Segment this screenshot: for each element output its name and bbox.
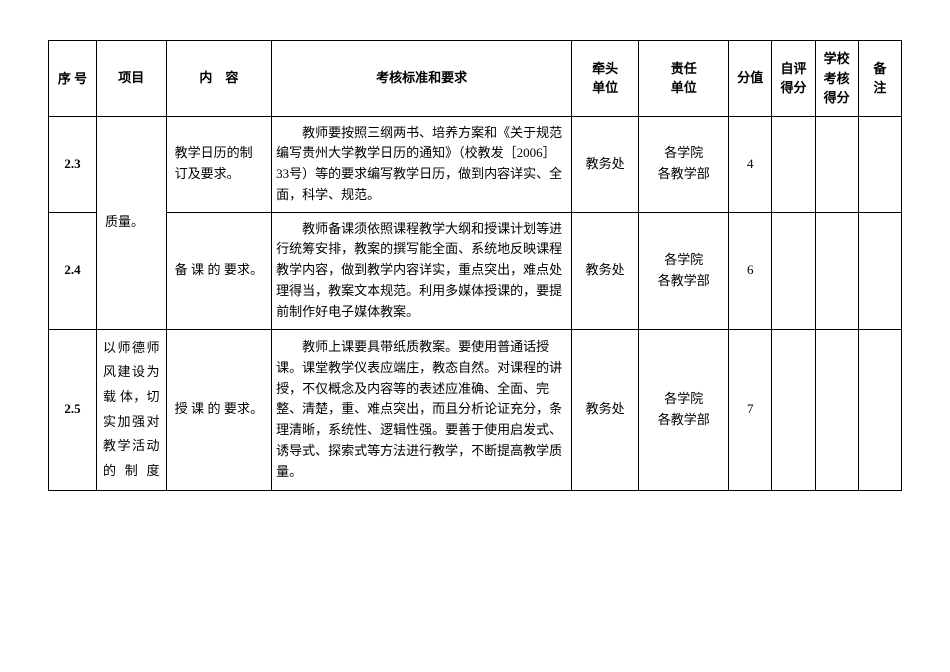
cell-project-merged: 质量。 [96, 116, 166, 329]
cell-resp-l2: 各教学部 [643, 164, 724, 185]
cell-project-25: 以师德师风建设为载 体，切实加强对教学活动的制度 [96, 329, 166, 490]
cell-content: 备 课 的 要求。 [166, 212, 272, 329]
header-self-score-l2: 得分 [774, 78, 812, 98]
cell-seq: 2.5 [49, 329, 97, 490]
cell-self [772, 116, 815, 212]
cell-resp: 各学院 各教学部 [639, 212, 729, 329]
header-row: 序 号 项目 内 容 考核标准和要求 牵头 单位 责任 单位 分值 自评 得分 … [49, 41, 902, 117]
cell-lead: 教务处 [572, 212, 639, 329]
cell-seq: 2.3 [49, 116, 97, 212]
header-resp-unit: 责任 单位 [639, 41, 729, 117]
cell-resp-l2: 各教学部 [643, 271, 724, 292]
cell-standard: 教师要按照三纲两书、培养方案和《关于规范编写贵州大学教学日历的通知》（校教发［2… [272, 116, 572, 212]
header-score: 分值 [729, 41, 772, 117]
assessment-table: 序 号 项目 内 容 考核标准和要求 牵头 单位 责任 单位 分值 自评 得分 … [48, 40, 902, 491]
header-school-score-l3: 得分 [818, 88, 856, 108]
header-content: 内 容 [166, 41, 272, 117]
cell-lead: 教务处 [572, 329, 639, 490]
cell-score: 7 [729, 329, 772, 490]
header-remark-l2: 注 [861, 78, 899, 98]
header-school-score: 学校 考核 得分 [815, 41, 858, 117]
cell-self [772, 212, 815, 329]
cell-content: 授 课 的 要求。 [166, 329, 272, 490]
header-remark: 备 注 [858, 41, 901, 117]
cell-resp: 各学院 各教学部 [639, 329, 729, 490]
header-remark-l1: 备 [861, 59, 899, 79]
table-row: 2.3 质量。 教学日历的制订及要求。 教师要按照三纲两书、培养方案和《关于规范… [49, 116, 902, 212]
cell-resp-l2: 各教学部 [643, 410, 724, 431]
header-resp-unit-l1: 责任 [641, 59, 726, 79]
cell-school [815, 116, 858, 212]
table-row: 2.5 以师德师风建设为载 体，切实加强对教学活动的制度 授 课 的 要求。 教… [49, 329, 902, 490]
cell-self [772, 329, 815, 490]
cell-remark [858, 212, 901, 329]
header-school-score-l2: 考核 [818, 69, 856, 89]
cell-school [815, 212, 858, 329]
table-row: 2.4 备 课 的 要求。 教师备课须依照课程教学大纲和授课计划等进行统筹安排，… [49, 212, 902, 329]
header-school-score-l1: 学校 [818, 49, 856, 69]
header-resp-unit-l2: 单位 [641, 78, 726, 98]
cell-seq: 2.4 [49, 212, 97, 329]
cell-remark [858, 116, 901, 212]
cell-standard: 教师备课须依照课程教学大纲和授课计划等进行统筹安排，教案的撰写能全面、系统地反映… [272, 212, 572, 329]
cell-score: 6 [729, 212, 772, 329]
cell-lead: 教务处 [572, 116, 639, 212]
cell-score: 4 [729, 116, 772, 212]
header-lead-unit-l1: 牵头 [574, 59, 636, 79]
cell-resp: 各学院 各教学部 [639, 116, 729, 212]
cell-remark [858, 329, 901, 490]
cell-content: 教学日历的制订及要求。 [166, 116, 272, 212]
cell-resp-l1: 各学院 [643, 389, 724, 410]
cell-resp-l1: 各学院 [643, 250, 724, 271]
header-self-score: 自评 得分 [772, 41, 815, 117]
header-project: 项目 [96, 41, 166, 117]
header-lead-unit-l2: 单位 [574, 78, 636, 98]
cell-standard: 教师上课要具带纸质教案。要使用普通话授课。课堂教学仪表应端庄，教态自然。对课程的… [272, 329, 572, 490]
header-self-score-l1: 自评 [774, 59, 812, 79]
cell-resp-l1: 各学院 [643, 143, 724, 164]
header-lead-unit: 牵头 单位 [572, 41, 639, 117]
header-seq: 序 号 [49, 41, 97, 117]
header-standard: 考核标准和要求 [272, 41, 572, 117]
cell-school [815, 329, 858, 490]
